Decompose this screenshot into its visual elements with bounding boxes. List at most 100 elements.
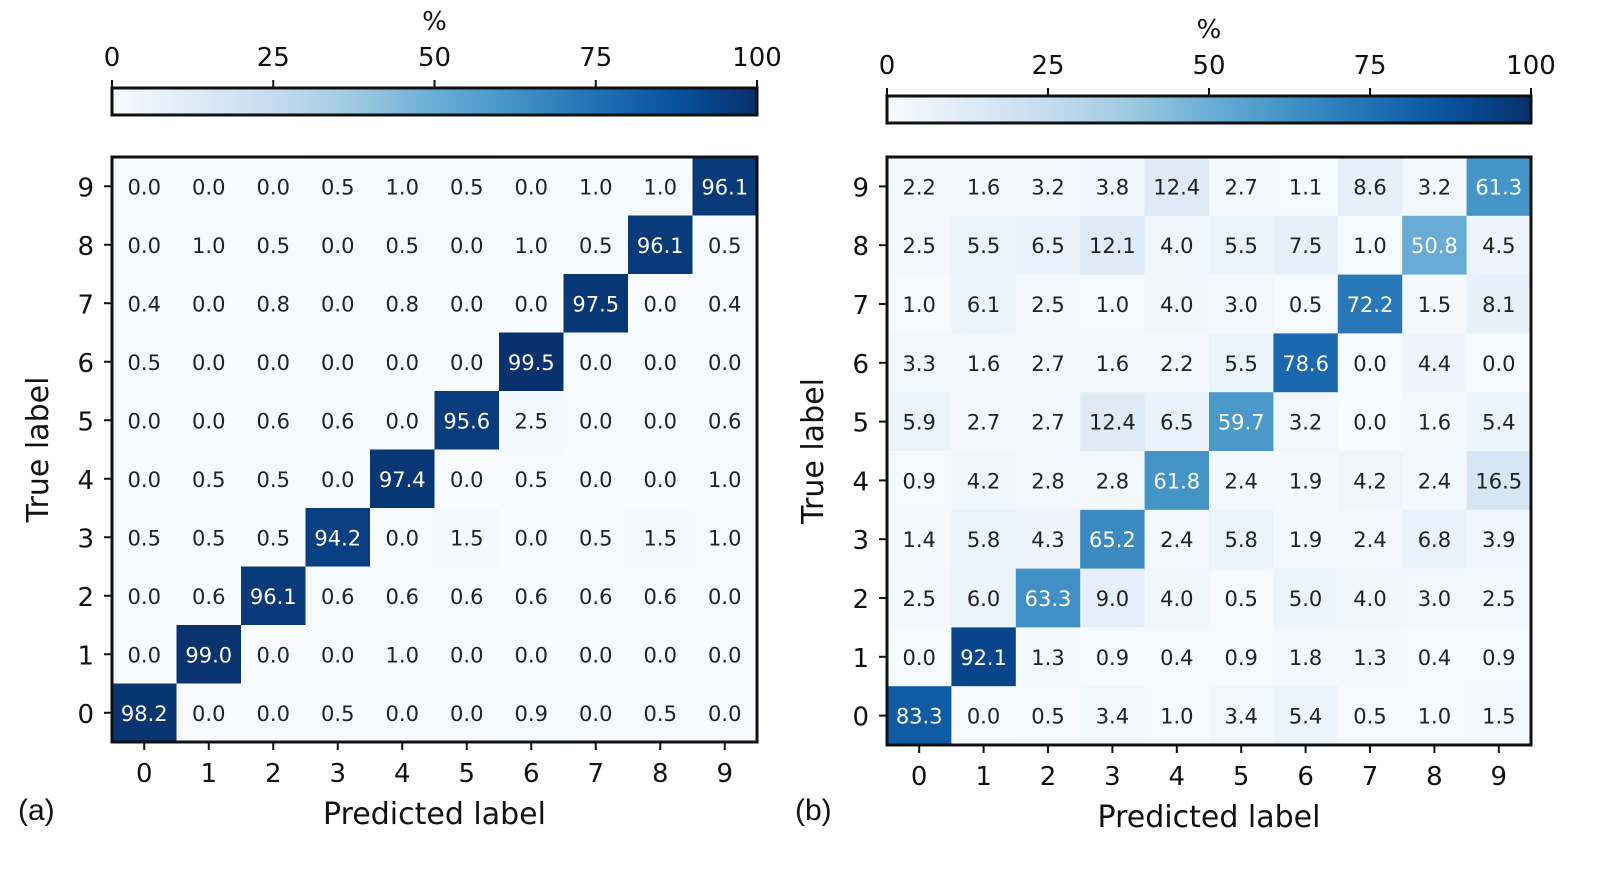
heatmap-cell [563, 625, 629, 684]
heatmap-cell [1402, 686, 1468, 746]
cell-value-label: 96.1 [701, 175, 748, 199]
heatmap-cell [176, 683, 242, 743]
cell-value-label: 0.0 [902, 646, 935, 670]
x-tick-label: 8 [652, 759, 669, 789]
cell-value-label: 2.5 [1482, 587, 1515, 611]
heatmap-cell [370, 332, 435, 392]
heatmap-cell [1209, 333, 1274, 393]
colorbar-tick-label: 75 [579, 43, 612, 73]
heatmap-cell [1209, 274, 1274, 334]
y-tick-label: 6 [77, 349, 94, 379]
y-axis-label: True label [796, 378, 831, 525]
cell-value-label: 1.5 [450, 526, 483, 550]
heatmap-cell [176, 274, 242, 333]
heatmap-cell [628, 508, 693, 567]
heatmap-cell [951, 274, 1017, 334]
heatmap-cell [241, 508, 306, 567]
heatmap-cell [1209, 392, 1274, 452]
heatmap-cell [887, 686, 952, 746]
cell-value-label: 2.4 [1160, 528, 1193, 552]
cell-value-label: 0.5 [644, 702, 677, 726]
heatmap-cell [1209, 627, 1274, 687]
cell-value-label: 5.5 [1224, 234, 1257, 258]
cell-value-label: 4.0 [1160, 587, 1193, 611]
heatmap-cell [1466, 451, 1532, 511]
heatmap-cell [1402, 333, 1468, 393]
cell-value-label: 2.7 [1031, 352, 1064, 376]
cell-value-label: 0.4 [1418, 646, 1451, 670]
cell-value-label: 0.6 [644, 585, 677, 609]
colorbar-gradient [110, 86, 759, 117]
heatmap-cell [951, 627, 1017, 687]
cell-value-label: 0.9 [1224, 646, 1257, 670]
heatmap-cell [951, 157, 1017, 217]
heatmap-cell [1273, 215, 1339, 276]
heatmap-cell [951, 215, 1017, 276]
x-tick-label: 4 [394, 759, 411, 789]
cell-value-label: 0.0 [128, 175, 161, 199]
cell-value-label: 98.2 [121, 702, 168, 726]
y-tick-label: 8 [852, 232, 869, 262]
heatmap-cell [1209, 686, 1274, 746]
heatmap-cell [1080, 333, 1146, 393]
heatmap-cell [563, 391, 629, 450]
heatmap-cell [499, 625, 564, 684]
cell-value-label: 0.0 [708, 585, 741, 609]
cell-value-label: 0.0 [192, 351, 225, 375]
heatmap-cell [1144, 509, 1210, 570]
heatmap-cell [1015, 215, 1081, 276]
cell-value-label: 4.5 [1482, 234, 1515, 258]
x-tick-label: 6 [523, 759, 540, 789]
heatmap-cell [1015, 157, 1081, 217]
cell-value-label: 0.0 [579, 643, 612, 667]
heatmap-cell [1337, 274, 1403, 334]
heatmap-cell [1466, 509, 1532, 570]
heatmap-cell [1209, 568, 1274, 628]
heatmap-cell [1273, 274, 1339, 334]
cell-value-label: 0.5 [579, 526, 612, 550]
cell-value-label: 0.0 [450, 702, 483, 726]
cell-value-label: 0.5 [192, 526, 225, 550]
heatmap-cell [628, 332, 693, 392]
cell-value-label: 0.0 [192, 292, 225, 316]
heatmap-cell [1015, 686, 1081, 746]
heatmap-cell [370, 625, 435, 684]
heatmap-cell [112, 625, 177, 684]
cell-value-label: 99.0 [185, 643, 232, 667]
heatmap-cell [628, 391, 693, 450]
cell-value-label: 0.0 [257, 643, 290, 667]
cell-value-label: 2.5 [902, 587, 935, 611]
cell-value-label: 0.0 [708, 643, 741, 667]
cell-value-label: 3.8 [1096, 175, 1129, 199]
heatmap-cell [176, 625, 242, 684]
heatmap-cell [563, 449, 629, 509]
heatmap-cell [499, 215, 564, 275]
heatmap-cell [563, 683, 629, 743]
cell-value-label: 0.0 [192, 175, 225, 199]
heatmap-cell [1144, 686, 1210, 746]
cell-value-label: 0.6 [321, 409, 354, 433]
cell-value-label: 1.0 [1096, 293, 1129, 317]
cell-value-label: 12.4 [1153, 175, 1200, 199]
heatmap-cell [628, 449, 693, 509]
cell-value-label: 0.9 [902, 469, 935, 493]
cell-value-label: 0.0 [967, 705, 1000, 729]
cell-value-label: 96.1 [250, 585, 297, 609]
heatmap-cell [305, 508, 371, 567]
cell-value-label: 0.0 [386, 702, 419, 726]
cell-value-label: 0.0 [321, 468, 354, 492]
cell-value-label: 7.5 [1289, 234, 1322, 258]
heatmap-cell [305, 274, 371, 333]
heatmap-cell [434, 157, 500, 216]
y-tick-label: 0 [852, 703, 869, 733]
heatmap-cell [1273, 686, 1339, 746]
colorbar-tick-label: 75 [1353, 51, 1386, 81]
cell-value-label: 6.8 [1418, 528, 1451, 552]
cell-value-label: 6.0 [967, 587, 1000, 611]
heatmap-cell [241, 449, 306, 509]
heatmap-cell [628, 683, 693, 743]
cell-value-label: 1.0 [579, 175, 612, 199]
y-tick-label: 7 [852, 291, 869, 321]
